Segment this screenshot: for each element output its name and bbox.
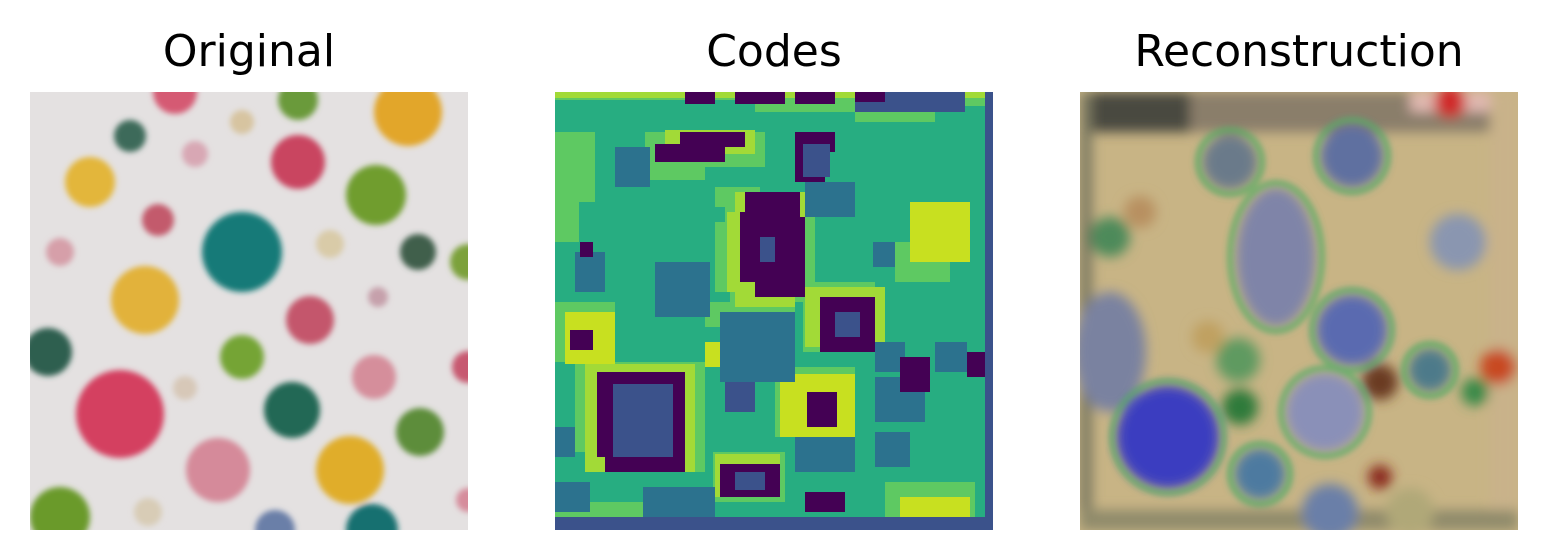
original-image (30, 92, 468, 530)
codes-title: Codes (706, 26, 842, 77)
original-title: Original (162, 26, 336, 77)
reconstruction-title: Reconstruction (1134, 26, 1464, 77)
codes-image (555, 92, 993, 530)
reconstruction-image (1080, 92, 1518, 530)
